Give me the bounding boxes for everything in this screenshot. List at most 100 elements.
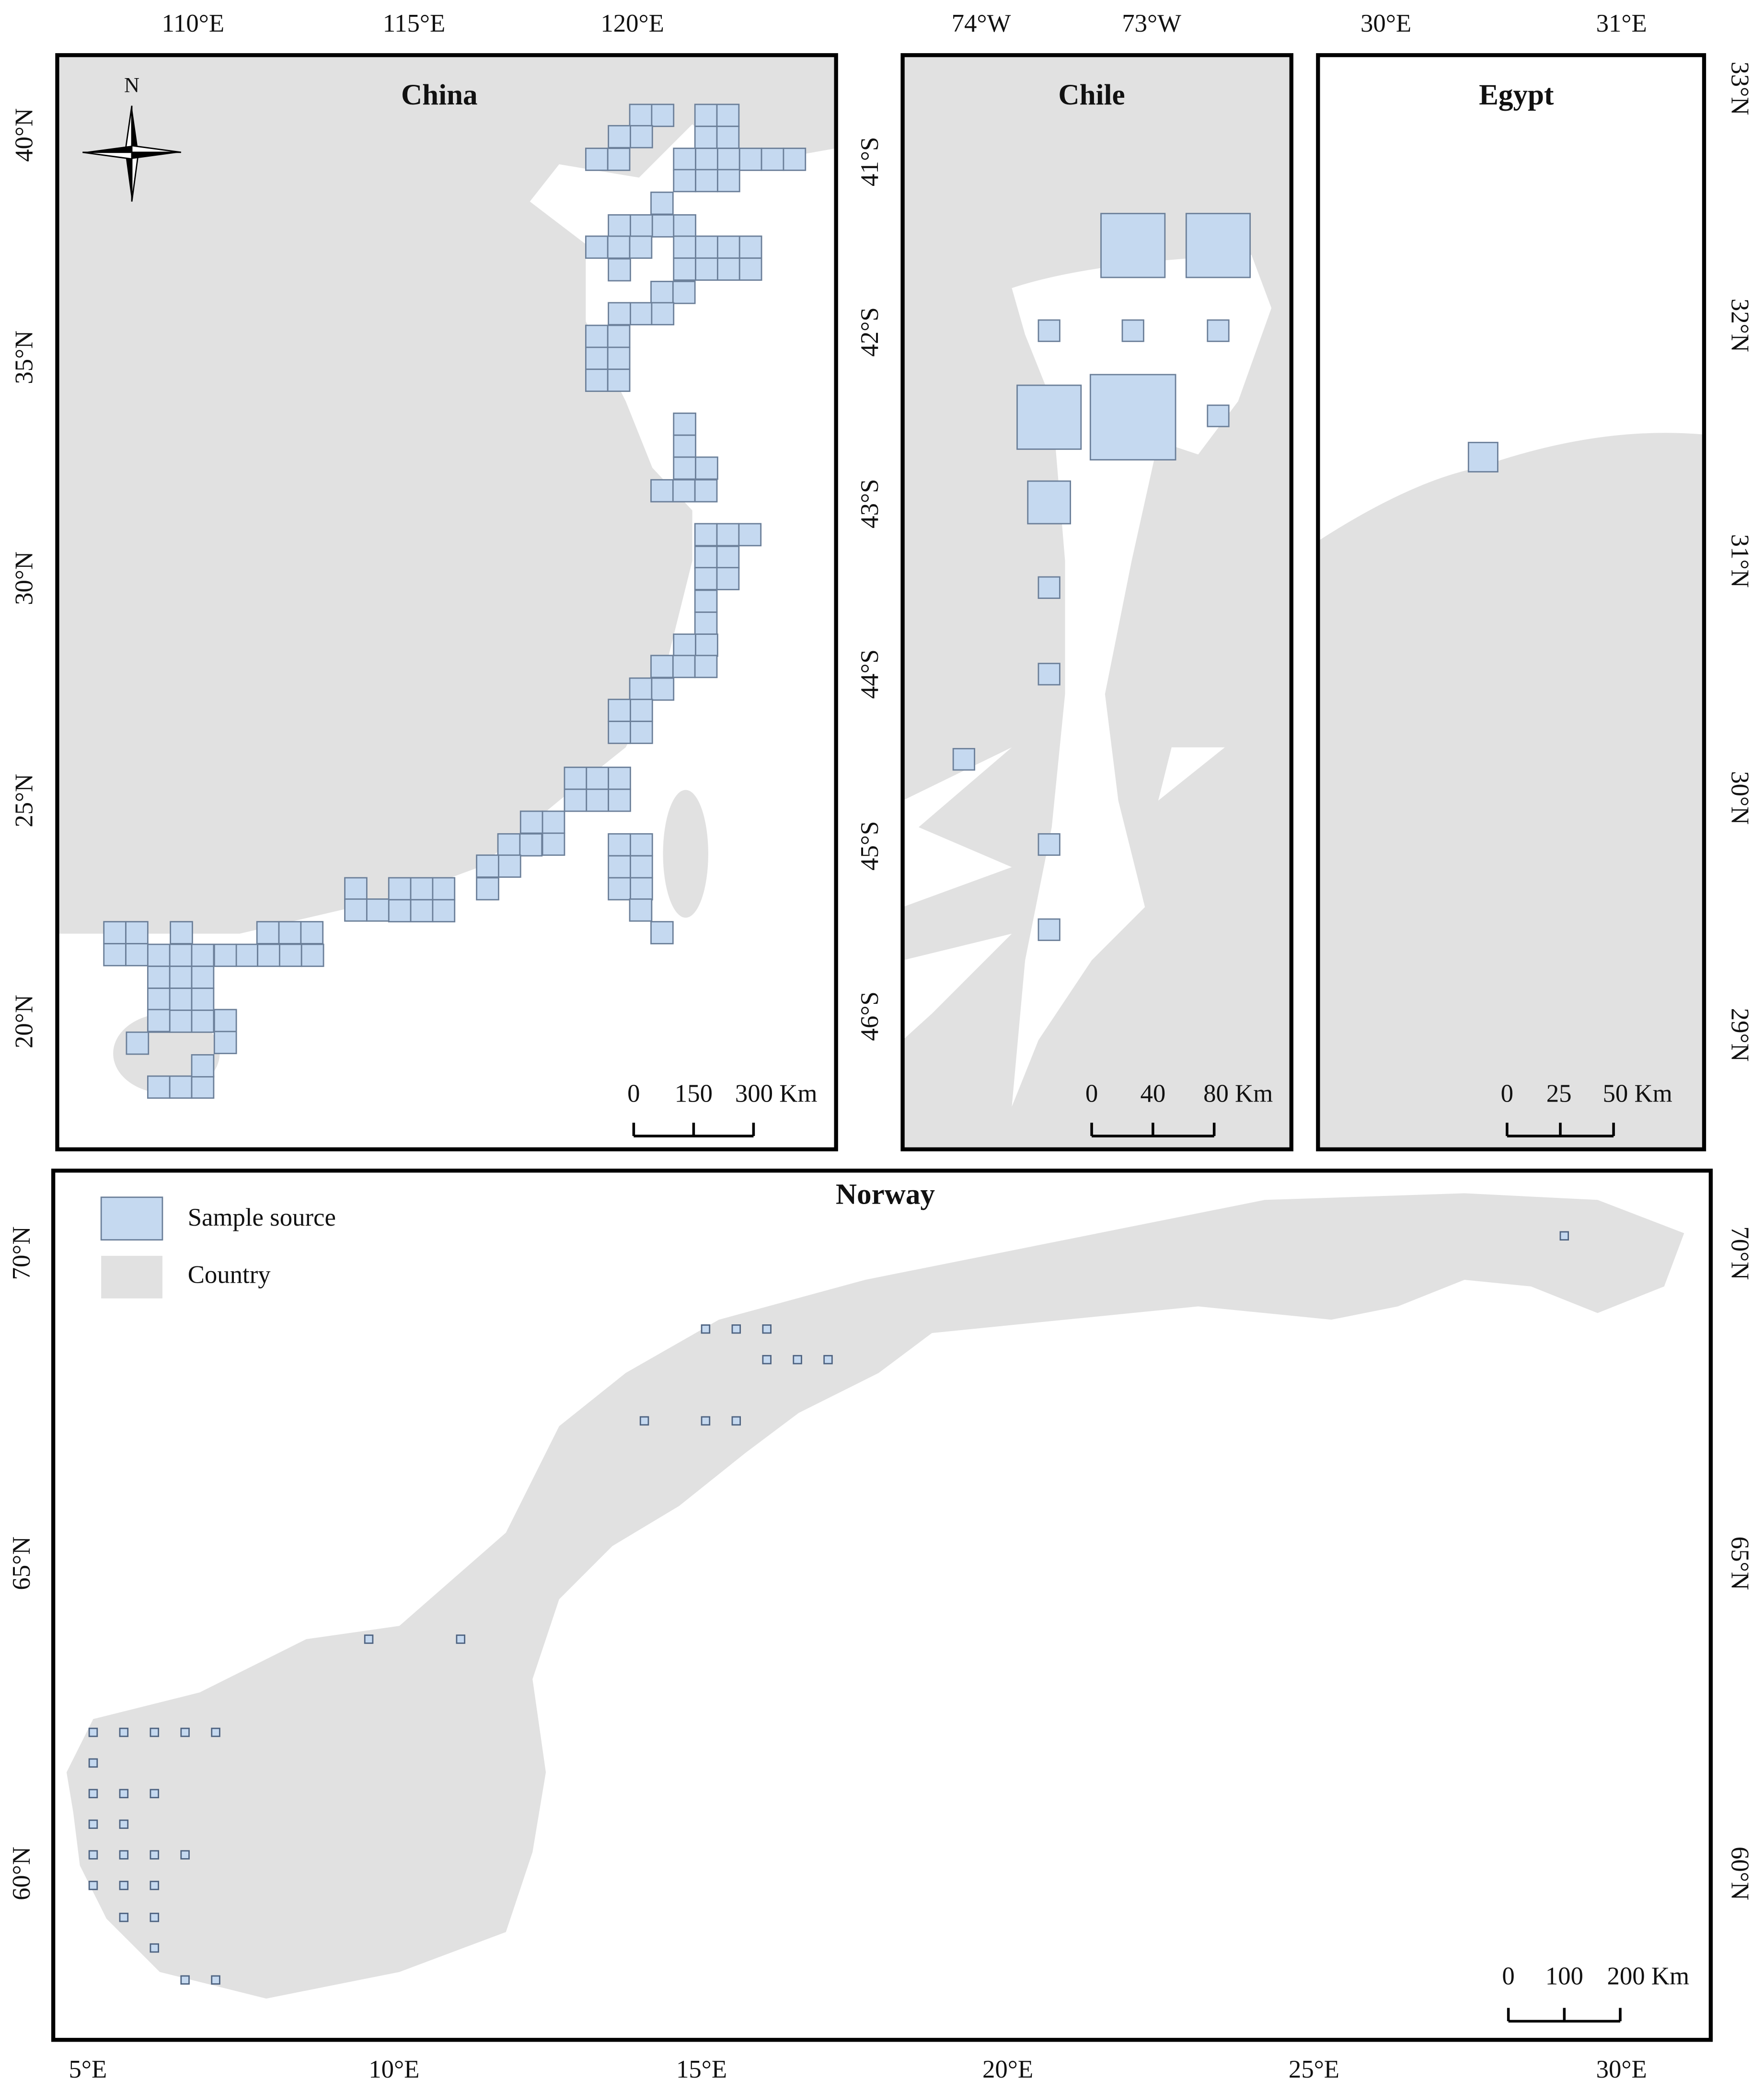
sample-cell	[300, 943, 324, 967]
sample-cell	[150, 1912, 159, 1922]
sample-cell	[630, 855, 653, 879]
sample-cell	[651, 677, 675, 701]
sample-cell	[694, 545, 718, 569]
sample-cell	[717, 148, 740, 171]
sample-cell	[1038, 663, 1061, 686]
sample-cell	[673, 633, 696, 657]
sample-cell	[629, 898, 653, 922]
legend-label: Country	[188, 1261, 271, 1289]
sample-cell	[125, 921, 149, 944]
y-tick-label: 29°N	[1726, 1008, 1753, 1062]
sample-cell	[147, 965, 171, 989]
x-tick-label: 115°E	[383, 10, 446, 37]
sample-cell	[651, 214, 675, 238]
y-tick-label: 33°N	[1726, 62, 1753, 115]
sample-cell	[150, 1727, 159, 1737]
x-tick-label: 31°E	[1596, 10, 1647, 37]
sample-cell	[716, 126, 740, 149]
sample-cell	[608, 258, 631, 282]
sample-cell	[147, 988, 171, 1011]
sample-cell	[608, 302, 631, 326]
sample-cell	[672, 655, 696, 678]
scale-bar	[632, 1123, 755, 1137]
x-tick-label: 73°W	[1122, 10, 1181, 37]
y-tick-label: 41°S	[856, 137, 884, 186]
sample-cell	[147, 1009, 171, 1033]
sample-cell	[1089, 374, 1176, 461]
sample-cell	[701, 1416, 711, 1426]
y-tick-label: 30°N	[1726, 771, 1753, 825]
scale-label: 0	[1501, 1080, 1513, 1108]
x-tick-label: 30°E	[1596, 2056, 1647, 2083]
sample-cell	[586, 788, 609, 812]
sample-cell	[519, 833, 543, 857]
sample-cell	[629, 103, 653, 127]
sample-cell	[119, 1912, 129, 1922]
sample-cell	[695, 148, 718, 171]
sample-cell	[432, 877, 456, 901]
sample-cell	[180, 1850, 190, 1860]
sample-cell	[498, 854, 521, 878]
panel-title: Egypt	[1479, 79, 1554, 111]
sample-cell	[1559, 1231, 1569, 1241]
x-tick-label: 120°E	[600, 10, 664, 37]
island	[663, 790, 708, 918]
sample-cell	[585, 235, 609, 259]
sample-cell	[103, 943, 127, 966]
sample-cell	[630, 214, 653, 238]
sample-cell	[673, 235, 696, 259]
sample-cell	[388, 877, 412, 901]
sample-cell	[519, 810, 543, 834]
sample-cell	[103, 921, 127, 944]
sample-cell	[119, 1850, 129, 1860]
sample-cell	[585, 324, 609, 348]
sample-cell	[738, 257, 762, 281]
sample-cell	[695, 235, 718, 259]
sample-cell	[1038, 576, 1061, 599]
scale-bar	[1506, 1123, 1615, 1137]
sample-cell	[119, 1727, 129, 1737]
scale-bar	[1090, 1123, 1216, 1137]
sample-cell	[630, 699, 653, 722]
sample-cell	[639, 1416, 649, 1426]
sample-cell	[213, 1009, 237, 1033]
sample-cell	[344, 877, 368, 901]
y-tick-label: 31°N	[1726, 534, 1753, 588]
sample-cell	[716, 103, 740, 127]
sample-cell	[169, 988, 193, 1011]
y-tick-label: 46°S	[856, 991, 884, 1041]
sample-cell	[716, 523, 740, 547]
sample-cell	[793, 1355, 802, 1365]
sample-cell	[585, 368, 609, 392]
sample-cell	[673, 257, 696, 281]
sample-cell	[257, 943, 280, 967]
sample-cell	[694, 523, 718, 547]
sample-cell	[694, 567, 718, 590]
sample-cell	[88, 1819, 98, 1829]
sample-cell	[1185, 213, 1251, 278]
sample-cell	[278, 921, 302, 944]
sample-cell	[150, 1850, 159, 1860]
x-tick-label: 5°E	[69, 2056, 107, 2083]
legend-swatch	[100, 1196, 163, 1241]
sample-cell	[630, 125, 653, 149]
sample-cell	[738, 148, 762, 171]
sample-cell	[191, 1054, 215, 1078]
sample-cell	[608, 214, 631, 238]
sample-cell	[650, 921, 674, 944]
sample-cell	[608, 788, 631, 812]
sample-sources	[88, 103, 1569, 1985]
sample-cell	[694, 103, 718, 127]
y-tick-label: 45°S	[856, 821, 884, 871]
scale-label: 0	[1502, 1963, 1514, 1990]
sample-cell	[716, 545, 740, 569]
sample-cell	[608, 721, 631, 744]
sample-cell	[607, 235, 631, 259]
y-tick-label: 40°N	[11, 108, 38, 162]
sample-cell	[608, 766, 631, 790]
sample-cell	[1016, 384, 1082, 450]
sample-cell	[761, 148, 784, 171]
sample-cell	[672, 280, 696, 304]
sample-cell	[586, 766, 609, 790]
y-tick-label: 60°N	[8, 1847, 35, 1900]
